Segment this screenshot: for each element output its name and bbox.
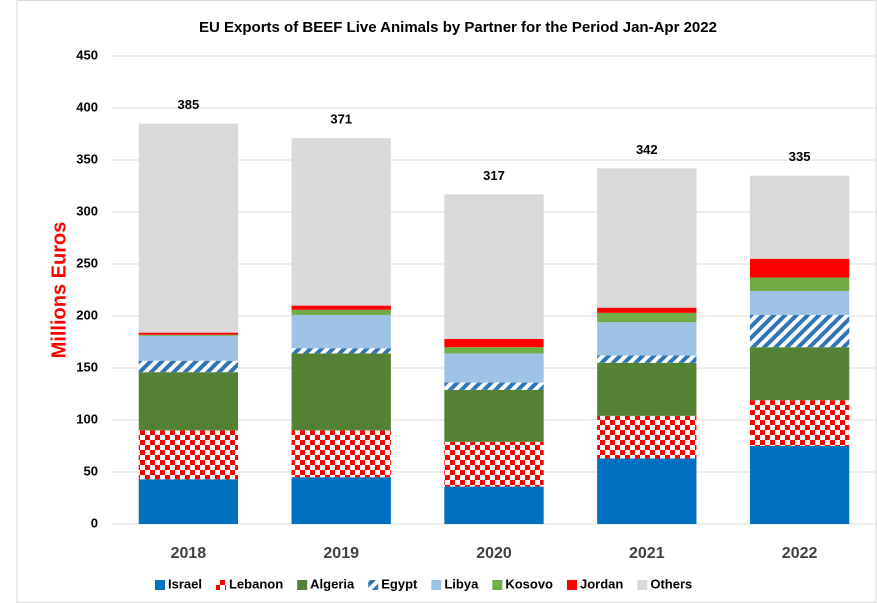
legend-label: Algeria xyxy=(310,576,355,591)
bar-segment xyxy=(138,372,239,431)
y-tick-label: 100 xyxy=(76,411,98,426)
legend-label: Kosovo xyxy=(505,576,553,591)
y-tick-label: 350 xyxy=(76,151,98,166)
legend-label: Lebanon xyxy=(229,576,283,591)
bar-segment xyxy=(749,277,850,292)
total-label: 371 xyxy=(330,112,352,127)
total-label: 335 xyxy=(789,149,811,164)
legend-swatch xyxy=(368,580,379,590)
bar-segment xyxy=(597,312,697,323)
bar-segment xyxy=(749,347,850,401)
bar-segment xyxy=(138,479,239,524)
bar-segment xyxy=(597,458,697,524)
total-label: 385 xyxy=(178,97,200,112)
bar-segment xyxy=(138,334,239,336)
bar-segment xyxy=(291,309,391,315)
legend-swatch xyxy=(215,580,226,590)
y-tick-label: 400 xyxy=(76,99,98,114)
bar-segment xyxy=(597,168,697,308)
bar-segment xyxy=(138,430,239,480)
legend-label: Others xyxy=(650,576,692,591)
bar-segment xyxy=(749,258,850,278)
legend-swatch xyxy=(297,580,308,590)
bar-segment xyxy=(291,430,391,478)
bar-segment xyxy=(444,353,544,383)
bar-segment xyxy=(749,400,850,446)
x-tick-label: 2021 xyxy=(629,545,665,562)
y-tick-label: 300 xyxy=(76,203,98,218)
bar-segment xyxy=(444,194,544,339)
bar-segment xyxy=(138,332,239,335)
bar-segment xyxy=(749,291,850,315)
bar-segment xyxy=(749,446,850,524)
bar-segment xyxy=(138,360,239,373)
legend-swatch xyxy=(155,580,165,590)
x-tick-label: 2018 xyxy=(171,545,207,562)
bar-segment xyxy=(291,477,391,524)
bar-segment xyxy=(444,338,544,348)
legend-swatch xyxy=(492,580,503,590)
y-axis-title: Millions Euros xyxy=(48,222,70,359)
bar-segment xyxy=(444,347,544,354)
bar-segment xyxy=(291,305,391,310)
bar-segment xyxy=(597,307,697,313)
bar-segment xyxy=(597,322,697,356)
bar-segment xyxy=(291,314,391,349)
legend-label: Israel xyxy=(168,576,202,591)
chart-title: EU Exports of BEEF Live Animals by Partn… xyxy=(199,19,717,36)
x-tick-label: 2019 xyxy=(323,545,359,562)
bar-segment xyxy=(291,348,391,354)
x-tick-label: 2020 xyxy=(476,545,512,562)
legend-swatch xyxy=(567,580,577,590)
legend-swatch xyxy=(637,580,648,590)
bar-segment xyxy=(749,314,850,348)
bar-segment xyxy=(444,389,544,442)
bar-segment xyxy=(749,175,850,259)
bar-segment xyxy=(138,335,239,361)
legend-label: Jordan xyxy=(580,576,623,591)
bar-segment xyxy=(597,362,697,416)
bar-segment xyxy=(597,355,697,363)
bar-segment xyxy=(444,441,544,487)
y-tick-label: 50 xyxy=(84,463,98,478)
bar-segment xyxy=(444,486,544,524)
y-tick-label: 250 xyxy=(76,255,98,270)
legend-swatch xyxy=(431,580,442,590)
y-tick-label: 450 xyxy=(76,47,98,62)
bar-segment xyxy=(597,415,697,459)
bar-segment xyxy=(138,123,239,333)
x-tick-label: 2022 xyxy=(782,545,818,562)
bar-segment xyxy=(291,353,391,431)
legend-label: Libya xyxy=(444,576,479,591)
total-label: 317 xyxy=(483,168,505,183)
y-tick-label: 0 xyxy=(91,515,98,530)
bar-segment xyxy=(444,382,544,390)
y-tick-label: 150 xyxy=(76,359,98,374)
total-label: 342 xyxy=(636,142,658,157)
legend-label: Egypt xyxy=(381,576,418,591)
y-tick-label: 200 xyxy=(76,307,98,322)
bar-segment xyxy=(291,138,391,306)
